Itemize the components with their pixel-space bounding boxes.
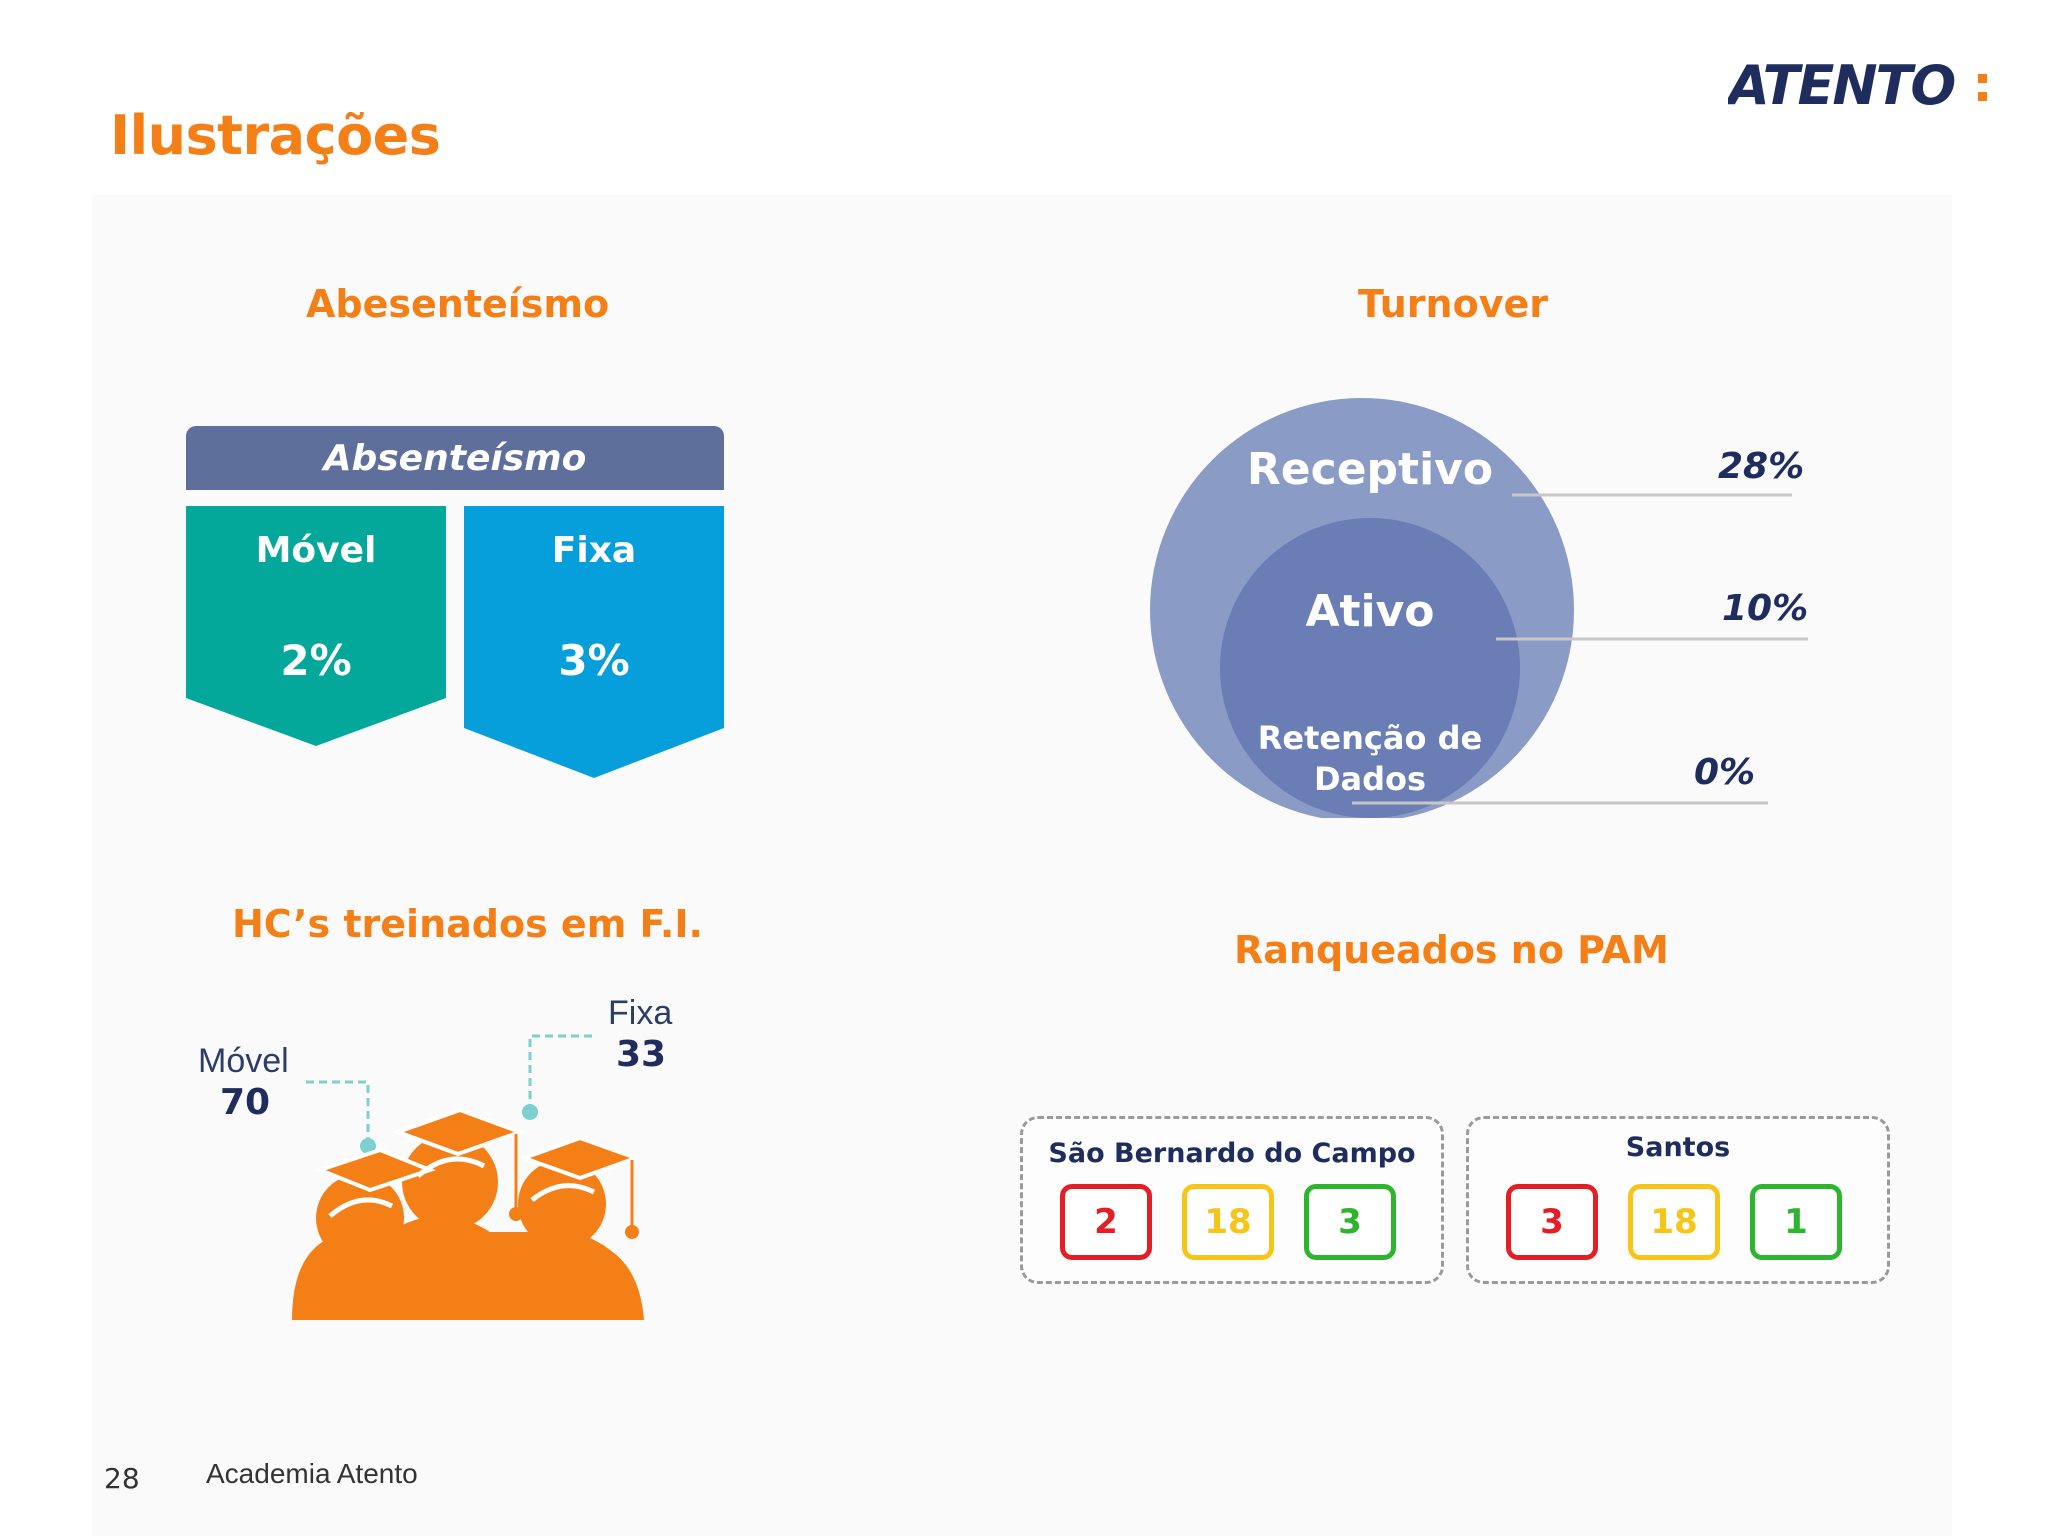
turnover-diagram [1150, 398, 1808, 818]
pam-section-title: Ranqueados no PAM [1234, 928, 1669, 972]
turnover-section-title: Turnover [1358, 282, 1548, 326]
hc-movel-value: 70 [220, 1082, 271, 1123]
ativo-label: Ativo [1305, 586, 1435, 637]
fixa-label: Fixa [551, 530, 637, 571]
page-number: 28 [104, 1462, 140, 1495]
fixa-chevron [464, 506, 724, 778]
hc-fixa-value: 33 [616, 1034, 667, 1075]
retencao-value: 0% [1694, 752, 1756, 793]
atento-logo: ATENTO [1728, 54, 1987, 117]
pam-badge-red: 2 [1060, 1184, 1152, 1260]
footer-text: Academia Atento [206, 1458, 418, 1489]
fixa-value: 3% [558, 636, 630, 685]
hc-fixa-label: Fixa [608, 994, 673, 1032]
svg-text:ATENTO: ATENTO [1728, 54, 1954, 117]
hc-section-title: HC’s treinados em F.I. [232, 902, 703, 946]
pam-badge-red: 3 [1506, 1184, 1598, 1260]
pam-group-name: São Bernardo do Campo [1048, 1138, 1416, 1169]
graduates-icon [292, 1034, 644, 1320]
movel-value: 2% [280, 636, 352, 685]
absenteismo-header: Absenteísmo [186, 426, 724, 490]
movel-label: Móvel [255, 530, 377, 571]
pam-badge-green: 1 [1750, 1184, 1842, 1260]
pam-badge-yellow: 18 [1182, 1184, 1274, 1260]
retencao-label: Retenção de Dados [1257, 719, 1483, 798]
ativo-value: 10% [1722, 588, 1809, 629]
movel-chevron [186, 506, 446, 746]
receptivo-value: 28% [1718, 446, 1805, 487]
absenteismo-section-title: Abesenteísmo [306, 282, 610, 326]
receptivo-label: Receptivo [1246, 444, 1494, 495]
pam-group-name: Santos [1625, 1132, 1731, 1163]
slide-title: Ilustrações [110, 104, 441, 167]
pam-badge-green: 3 [1304, 1184, 1396, 1260]
hc-movel-label: Móvel [198, 1042, 289, 1080]
ativo-circle [1220, 518, 1520, 818]
pam-badge-yellow: 18 [1628, 1184, 1720, 1260]
